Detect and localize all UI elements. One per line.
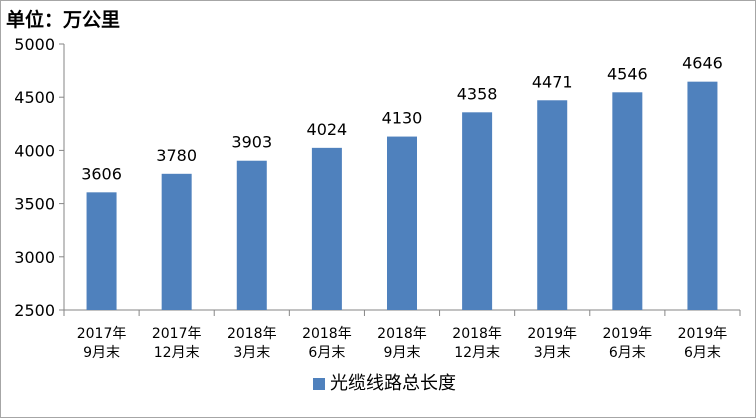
data-label: 4130 (382, 109, 423, 128)
bar (612, 92, 643, 310)
bar (86, 192, 117, 310)
x-tick-label: 9月末 (83, 345, 120, 361)
bar (462, 112, 493, 310)
x-tick-label: 2018年 (452, 326, 502, 342)
bar (387, 136, 417, 310)
data-label: 4646 (682, 54, 723, 73)
y-tick-label: 5000 (14, 35, 55, 54)
x-tick-label: 2018年 (302, 326, 352, 342)
data-label: 3780 (156, 146, 197, 165)
data-label: 4471 (532, 72, 573, 91)
x-tick-label: 12月末 (454, 345, 500, 361)
y-axis: 2500 3000 3500 4000 4500 5000 (14, 35, 65, 320)
data-label: 4024 (307, 120, 348, 139)
bar (311, 147, 342, 310)
data-label: 4546 (607, 64, 648, 83)
x-tick-label: 2017年 (152, 326, 202, 342)
legend: 光缆线路总长度 (313, 373, 456, 394)
data-labels: 3606 3780 3903 4024 4130 4358 4471 4546 4646 (81, 54, 723, 184)
y-tick-label: 4000 (14, 141, 55, 160)
x-tick-label: 2018年 (227, 326, 277, 342)
x-tick-label: 6月末 (308, 345, 345, 361)
x-tick-label: 2017年 (77, 326, 127, 342)
x-tick-label: 3月末 (534, 345, 571, 361)
bar (236, 160, 267, 310)
bar (687, 81, 718, 310)
x-tick-label: 6月末 (609, 345, 646, 361)
x-tick-label: 2018年 (377, 326, 427, 342)
x-tick-label: 2019年 (527, 326, 577, 342)
bar (161, 173, 192, 310)
data-label: 4358 (457, 84, 498, 103)
data-label: 3903 (231, 133, 272, 152)
bar-series (86, 81, 718, 310)
x-tick-label: 12月末 (154, 345, 200, 361)
y-tick-label: 4500 (14, 88, 55, 107)
legend-label: 光缆线路总长度 (330, 373, 456, 394)
x-tick-label: 9月末 (384, 345, 421, 361)
x-tick-label: 2019年 (603, 326, 653, 342)
x-axis: 2017年 9月末 2017年 12月末 2018年 3月末 2018年 6月末 2018年 9月… (63, 309, 741, 361)
y-tick-label: 2500 (14, 301, 55, 320)
unit-label: 单位：万公里 (6, 9, 121, 31)
x-tick-label: 3月末 (233, 345, 270, 361)
y-tick-label: 3000 (14, 248, 55, 267)
data-label: 3606 (81, 164, 122, 183)
legend-swatch (313, 378, 325, 390)
bar (537, 100, 568, 310)
x-tick-label: 2019年 (678, 326, 728, 342)
y-tick-label: 3500 (14, 195, 55, 214)
x-tick-label: 6月末 (684, 345, 721, 361)
